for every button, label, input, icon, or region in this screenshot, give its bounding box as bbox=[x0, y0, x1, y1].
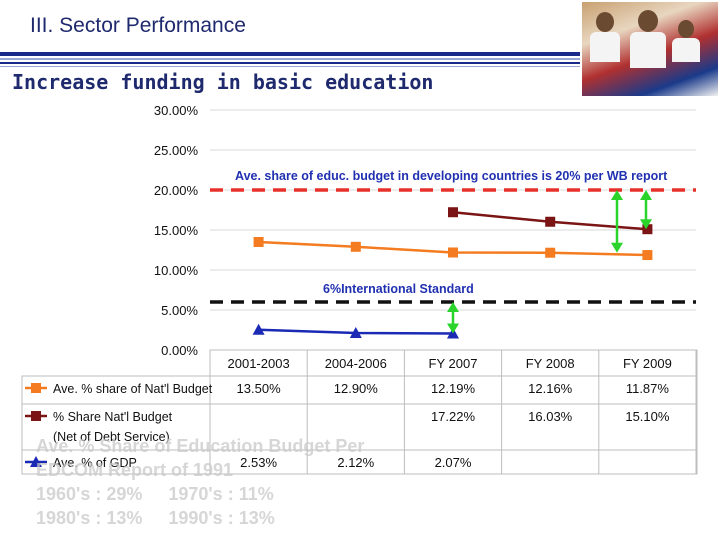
intl-6pct-reference-label: 6%International Standard bbox=[323, 282, 474, 296]
series-2-point bbox=[545, 216, 556, 227]
series-1-point bbox=[350, 241, 361, 252]
y-tick-label: 0.00% bbox=[161, 343, 198, 358]
y-tick-label: 20.00% bbox=[154, 183, 199, 198]
overlay-line-1: Ave. % Share of Education Budget Per bbox=[36, 436, 365, 456]
series-3-point bbox=[349, 327, 362, 339]
x-category-label: FY 2007 bbox=[429, 356, 478, 371]
data-table-value: 13.50% bbox=[237, 381, 282, 396]
header-rule bbox=[0, 62, 580, 64]
data-table-value: 2.53% bbox=[240, 455, 277, 470]
data-table-value: 11.87% bbox=[626, 381, 670, 396]
data-table-value: 12.19% bbox=[431, 381, 476, 396]
slide-subtitle: Increase funding in basic education bbox=[12, 70, 434, 94]
data-table-value: 16.03% bbox=[528, 409, 573, 424]
overlay-1970s: 1970's : 11% bbox=[168, 484, 274, 504]
gap-arrow-head bbox=[611, 190, 623, 200]
legend-swatch-marker bbox=[31, 383, 41, 393]
gap-arrow-head bbox=[447, 323, 459, 334]
series-2-point bbox=[642, 224, 653, 235]
overlay-line-2: EDCOM Report of 1991 bbox=[36, 460, 234, 480]
series-3-point bbox=[252, 323, 265, 335]
students-flag-photo bbox=[582, 2, 718, 96]
x-category-label: FY 2008 bbox=[526, 356, 575, 371]
gap-arrow-head bbox=[611, 242, 623, 253]
edcom-overlay-note: Ave. % Share of Education Budget Per EDC… bbox=[36, 434, 496, 530]
series-2-point bbox=[448, 207, 458, 218]
header-rule bbox=[0, 66, 580, 67]
legend-swatch-marker bbox=[31, 411, 41, 421]
x-category-label: FY 2009 bbox=[623, 356, 672, 371]
x-category-label: 2004-2006 bbox=[325, 356, 387, 371]
overlay-1960s: 1960's : 29% bbox=[36, 484, 143, 504]
series-1-point bbox=[253, 237, 264, 247]
series-1-point bbox=[545, 247, 556, 258]
header-rule bbox=[0, 58, 580, 60]
gap-arrow-head bbox=[640, 190, 652, 200]
data-table-value: 17.22% bbox=[431, 409, 476, 424]
x-category-label: 2001-2003 bbox=[228, 356, 290, 371]
gap-arrow-head bbox=[447, 302, 459, 312]
y-tick-label: 10.00% bbox=[154, 263, 199, 278]
series-1-point bbox=[642, 250, 653, 261]
legend-swatch-marker bbox=[30, 456, 42, 467]
overlay-1980s: 1980's : 13% bbox=[36, 508, 143, 528]
legend-entry-label: Ave. % of GDP bbox=[53, 456, 137, 470]
legend-entry-label: Ave. % share of Nat'l Budget bbox=[53, 382, 213, 396]
series-1-point bbox=[448, 247, 458, 258]
legend-entry-label: (Net of Debt Service) bbox=[53, 430, 170, 444]
gap-arrow-head bbox=[640, 219, 652, 230]
y-tick-label: 25.00% bbox=[154, 143, 199, 158]
y-tick-label: 30.00% bbox=[154, 103, 199, 118]
data-table-value: 2.07% bbox=[435, 455, 472, 470]
overlay-1990s: 1990's : 13% bbox=[168, 508, 275, 528]
legend-entry-label: % Share Nat'l Budget bbox=[53, 410, 173, 424]
header-rule bbox=[0, 52, 580, 56]
data-table-value: 2.12% bbox=[337, 455, 374, 470]
data-table-value: 15.10% bbox=[625, 409, 670, 424]
data-table-value: 12.16% bbox=[528, 381, 573, 396]
y-tick-label: 15.00% bbox=[154, 223, 199, 238]
slide-title: III. Sector Performance bbox=[30, 14, 246, 37]
y-tick-label: 5.00% bbox=[161, 303, 198, 318]
wb-20pct-reference-label: Ave. share of educ. budget in developing… bbox=[235, 169, 668, 183]
data-table-value: 12.90% bbox=[334, 381, 379, 396]
